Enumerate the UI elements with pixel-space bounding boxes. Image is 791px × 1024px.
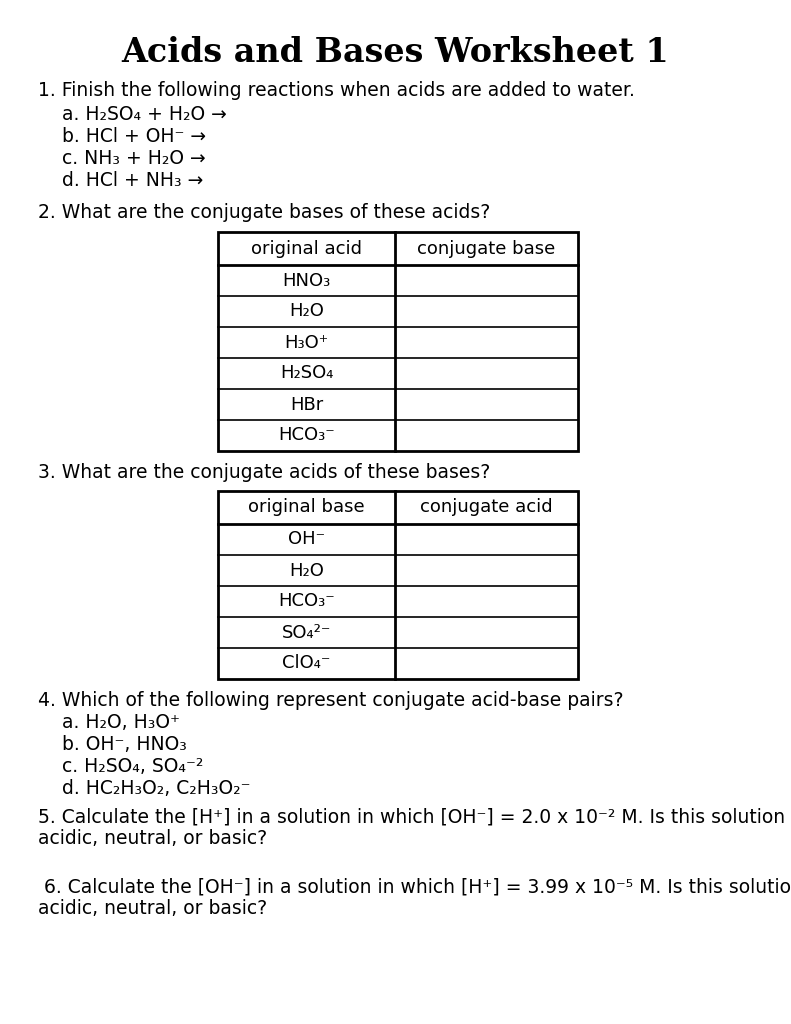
- Text: a. H₂SO₄ + H₂O →: a. H₂SO₄ + H₂O →: [62, 104, 227, 124]
- Text: H₂O: H₂O: [289, 302, 324, 321]
- Text: d. HC₂H₃O₂, C₂H₃O₂⁻: d. HC₂H₃O₂, C₂H₃O₂⁻: [62, 779, 251, 799]
- Text: a. H₂O, H₃O⁺: a. H₂O, H₃O⁺: [62, 714, 180, 732]
- Text: conjugate acid: conjugate acid: [420, 499, 553, 516]
- Text: H₂SO₄: H₂SO₄: [280, 365, 333, 383]
- Text: conjugate base: conjugate base: [418, 240, 555, 257]
- Text: 3. What are the conjugate acids of these bases?: 3. What are the conjugate acids of these…: [38, 464, 490, 482]
- Text: 1. Finish the following reactions when acids are added to water.: 1. Finish the following reactions when a…: [38, 81, 635, 99]
- Bar: [218, 232, 578, 451]
- Text: b. OH⁻, HNO₃: b. OH⁻, HNO₃: [62, 735, 187, 755]
- Bar: [218, 490, 578, 679]
- Text: c. H₂SO₄, SO₄⁻²: c. H₂SO₄, SO₄⁻²: [62, 758, 203, 776]
- Text: 2. What are the conjugate bases of these acids?: 2. What are the conjugate bases of these…: [38, 203, 490, 221]
- Text: HNO₃: HNO₃: [282, 271, 331, 290]
- Text: acidic, neutral, or basic?: acidic, neutral, or basic?: [38, 829, 267, 849]
- Text: 6. Calculate the [OH⁻] in a solution in which [H⁺] = 3.99 x 10⁻⁵ M. Is this solu: 6. Calculate the [OH⁻] in a solution in …: [38, 878, 791, 896]
- Text: b. HCl + OH⁻ →: b. HCl + OH⁻ →: [62, 127, 206, 145]
- Text: OH⁻: OH⁻: [288, 530, 325, 549]
- Text: ClO₄⁻: ClO₄⁻: [282, 654, 331, 673]
- Text: H₂O: H₂O: [289, 561, 324, 580]
- Text: HCO₃⁻: HCO₃⁻: [278, 427, 335, 444]
- Text: 4. Which of the following represent conjugate acid-base pairs?: 4. Which of the following represent conj…: [38, 691, 623, 711]
- Text: acidic, neutral, or basic?: acidic, neutral, or basic?: [38, 899, 267, 919]
- Text: original base: original base: [248, 499, 365, 516]
- Text: HCO₃⁻: HCO₃⁻: [278, 593, 335, 610]
- Text: 5. Calculate the [H⁺] in a solution in which [OH⁻] = 2.0 x 10⁻² M. Is this solut: 5. Calculate the [H⁺] in a solution in w…: [38, 808, 785, 826]
- Text: HBr: HBr: [290, 395, 324, 414]
- Text: SO₄²⁻: SO₄²⁻: [282, 624, 331, 641]
- Text: H₃O⁺: H₃O⁺: [285, 334, 328, 351]
- Text: d. HCl + NH₃ →: d. HCl + NH₃ →: [62, 171, 203, 189]
- Text: original acid: original acid: [251, 240, 362, 257]
- Text: c. NH₃ + H₂O →: c. NH₃ + H₂O →: [62, 148, 206, 168]
- Text: Acids and Bases Worksheet 1: Acids and Bases Worksheet 1: [121, 36, 669, 69]
